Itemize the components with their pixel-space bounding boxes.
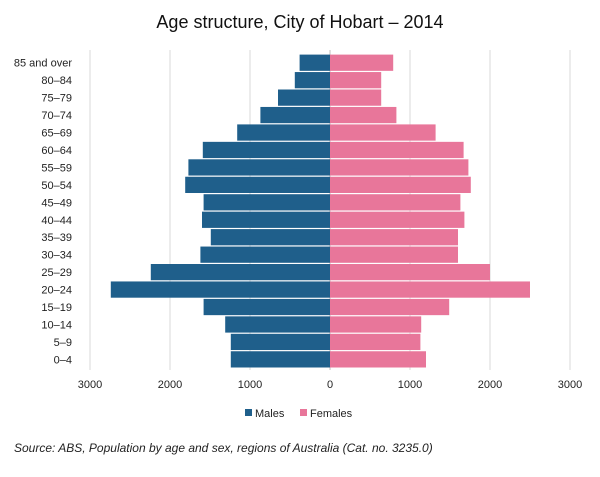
female-bar-1 — [330, 333, 421, 351]
male-bar-16 — [294, 72, 330, 89]
female-bar-7 — [330, 229, 458, 246]
female-bar-2 — [330, 316, 422, 333]
age-group-label: 5–9 — [54, 337, 72, 349]
male-bar-3 — [203, 298, 330, 316]
female-bar-5 — [330, 264, 490, 281]
x-tick-label: 2000 — [478, 379, 502, 391]
age-group-label: 60–64 — [41, 145, 72, 157]
female-bar-14 — [330, 106, 397, 124]
legend-swatch-males — [245, 409, 252, 416]
legend-swatch-females — [300, 409, 307, 416]
male-bar-6 — [200, 246, 330, 263]
x-tick-label: 1000 — [238, 379, 262, 391]
x-tick-label: 0 — [327, 379, 333, 391]
male-bar-2 — [225, 316, 330, 333]
female-bar-6 — [330, 246, 458, 263]
female-bar-17 — [330, 54, 394, 71]
male-bar-10 — [185, 176, 330, 193]
male-bar-12 — [202, 141, 330, 159]
male-bar-13 — [237, 124, 330, 141]
age-group-label: 20–24 — [41, 285, 72, 297]
female-bar-9 — [330, 194, 461, 211]
male-bar-11 — [188, 159, 330, 176]
male-bar-0 — [230, 351, 330, 368]
age-group-label: 0–4 — [54, 354, 72, 366]
x-tick-label: 3000 — [78, 379, 102, 391]
female-bar-4 — [330, 281, 530, 298]
female-bar-11 — [330, 159, 469, 176]
x-tick-label: 1000 — [398, 379, 422, 391]
legend-label-females: Females — [310, 408, 353, 420]
female-bar-16 — [330, 72, 382, 89]
age-group-label: 40–44 — [41, 215, 72, 227]
age-group-label: 15–19 — [41, 302, 72, 314]
age-group-labels: 0–4 5–9 10–14 15–19 20–24 25–29 30–34 35–39 40–4… — [14, 58, 72, 367]
age-group-label: 10–14 — [41, 319, 72, 331]
female-bar-0 — [330, 351, 426, 368]
age-group-label: 80–84 — [41, 75, 72, 87]
male-bar-9 — [203, 194, 330, 211]
female-bar-8 — [330, 211, 465, 228]
female-bar-13 — [330, 124, 436, 141]
female-bar-10 — [330, 176, 471, 193]
x-tick-labels: 3000 2000 1000 0 1000 2000 3000 — [78, 379, 582, 391]
age-group-label: 85 and over — [14, 58, 72, 70]
age-group-label: 35–39 — [41, 232, 72, 244]
male-bar-17 — [299, 54, 330, 71]
age-group-label: 70–74 — [41, 110, 72, 122]
age-group-label: 45–49 — [41, 197, 72, 209]
male-bar-7 — [210, 229, 330, 246]
age-group-label: 30–34 — [41, 250, 72, 262]
age-group-label: 25–29 — [41, 267, 72, 279]
male-bar-5 — [150, 264, 330, 281]
male-bar-4 — [110, 281, 330, 298]
x-tick-label: 2000 — [158, 379, 182, 391]
age-group-label: 75–79 — [41, 93, 72, 105]
chart-title: Age structure, City of Hobart – 2014 — [156, 12, 444, 32]
legend-label-males: Males — [255, 408, 285, 420]
male-bar-14 — [260, 106, 330, 124]
age-group-label: 55–59 — [41, 162, 72, 174]
female-bar-12 — [330, 141, 464, 159]
source-note: Source: ABS, Population by age and sex, … — [14, 441, 433, 455]
bars — [110, 54, 530, 368]
male-bar-15 — [278, 89, 330, 106]
age-group-label: 65–69 — [41, 128, 72, 140]
legend: Males Females — [245, 408, 353, 420]
male-bar-8 — [202, 211, 330, 228]
x-tick-label: 3000 — [558, 379, 582, 391]
female-bar-15 — [330, 89, 382, 106]
female-bar-3 — [330, 298, 450, 316]
male-bar-1 — [230, 333, 330, 351]
age-group-label: 50–54 — [41, 180, 72, 192]
